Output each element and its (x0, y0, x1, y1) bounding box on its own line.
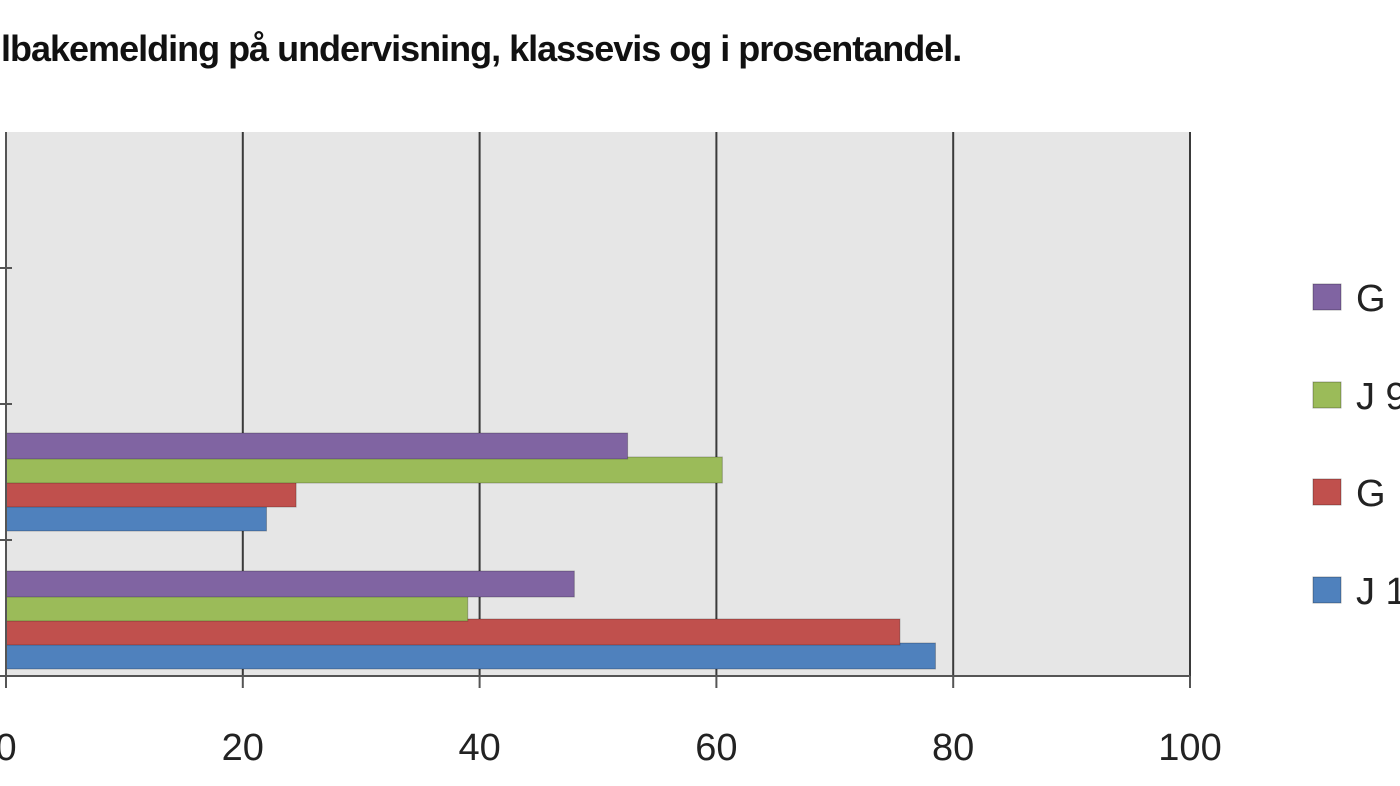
bar (5, 456, 723, 484)
legend: G J 9 G J 1 (1312, 278, 1400, 613)
axes (0, 132, 1190, 677)
bar (5, 618, 901, 646)
x-tick-label: 60 (695, 727, 737, 769)
bar (5, 504, 267, 532)
x-axis-ticks: 0 20 40 60 80 100 (0, 676, 1222, 769)
chart-title: ilbakemelding på undervisning, klassevis… (0, 28, 962, 69)
bar (5, 432, 629, 460)
legend-label: G (1356, 473, 1386, 515)
x-tick-label: 20 (222, 727, 264, 769)
legend-swatch (1312, 381, 1342, 409)
x-tick-label: 80 (932, 727, 974, 769)
x-tick-label: 40 (458, 727, 500, 769)
legend-label: J 1 (1356, 571, 1400, 613)
bar (5, 480, 297, 508)
legend-swatch (1312, 283, 1342, 311)
x-tick-label: 0 (0, 727, 17, 769)
legend-swatch (1312, 478, 1342, 506)
legend-label: J 9 (1356, 376, 1400, 418)
bar (5, 642, 936, 670)
legend-swatch (1312, 576, 1342, 604)
legend-label: G (1356, 278, 1386, 320)
x-tick-label: 100 (1158, 727, 1221, 769)
bar (5, 570, 575, 598)
bar (5, 594, 469, 622)
